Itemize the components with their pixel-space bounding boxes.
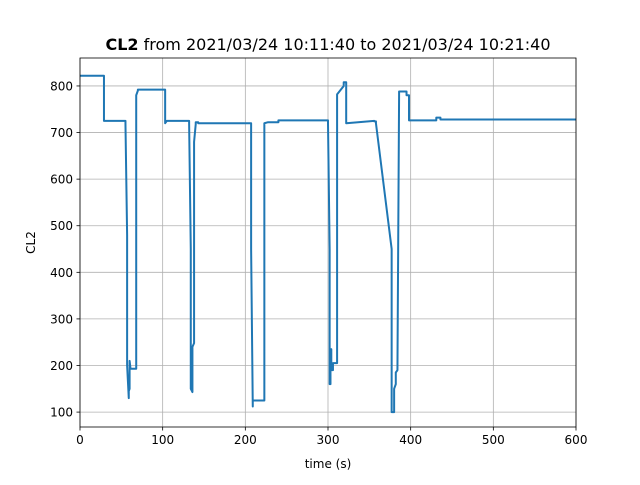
x-tick-label: 300	[317, 433, 340, 447]
y-tick-label: 400	[50, 266, 73, 280]
y-tick-label: 200	[50, 359, 73, 373]
y-tick-label: 800	[50, 79, 73, 93]
x-tick-label: 200	[234, 433, 257, 447]
data-series-line	[80, 74, 576, 414]
x-axis-label: time (s)	[305, 457, 352, 471]
tick-layer: 0 100 200 300 400 500 600100200300400500600700…	[50, 79, 587, 447]
x-tick-label: 600	[565, 433, 588, 447]
y-tick-label: 500	[50, 219, 73, 233]
y-tick-label: 300	[50, 312, 73, 326]
x-tick-label: 400	[399, 433, 422, 447]
chart-title-bold: CL2	[105, 35, 138, 54]
series-layer	[80, 74, 576, 414]
y-tick-label: 600	[50, 173, 73, 187]
x-tick-label: 100	[151, 433, 174, 447]
x-tick-label: 0	[76, 433, 84, 447]
y-axis-label: CL2	[24, 231, 38, 254]
y-tick-label: 700	[50, 126, 73, 140]
chart-title: CL2 from 2021/03/24 10:11:40 to 2021/03/…	[105, 35, 550, 54]
y-tick-label: 100	[50, 406, 73, 420]
chart-title-rest: from 2021/03/24 10:11:40 to 2021/03/24 1…	[139, 35, 551, 54]
x-tick-label: 500	[482, 433, 505, 447]
